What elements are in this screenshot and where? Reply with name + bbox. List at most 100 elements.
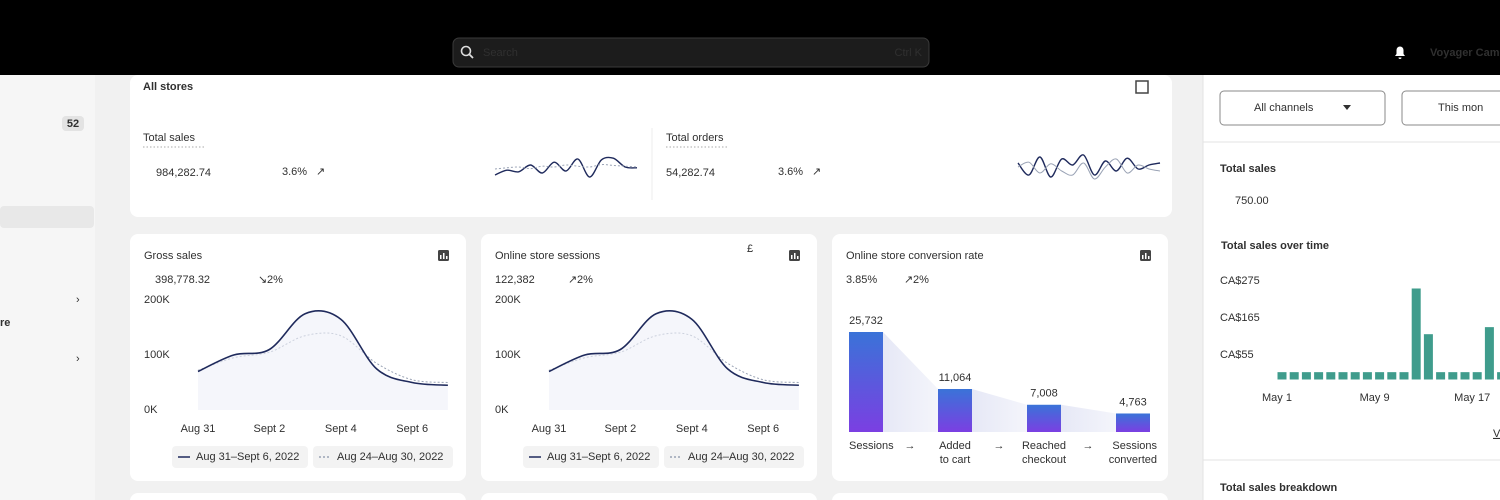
bar [1338, 372, 1348, 380]
y-tick-label: 0K [144, 404, 158, 416]
legend-pill [172, 446, 308, 468]
bar [1375, 372, 1385, 380]
bar [1484, 327, 1494, 380]
funnel-shade [1061, 404, 1116, 432]
bar [1387, 372, 1397, 380]
legend-label: Aug 31–Sept 6, 2022 [196, 451, 299, 463]
chevron: › [76, 353, 80, 365]
funnel-bar [938, 389, 972, 432]
x-tick-label: Sept 6 [747, 423, 779, 435]
bar [1289, 372, 1299, 380]
chart-icon [1148, 256, 1150, 259]
legend-label: Aug 24–Aug 30, 2022 [337, 451, 443, 463]
x-tick-label: Sept 6 [396, 423, 428, 435]
metric-label: Total sales [143, 132, 195, 144]
bar [1301, 372, 1311, 380]
x-tick-label: Aug 31 [532, 423, 567, 435]
chart-icon [446, 256, 448, 259]
bar [1362, 372, 1372, 380]
y-tick-label: 200K [144, 294, 170, 306]
y-tick-label: CA$55 [1220, 349, 1254, 361]
card [832, 493, 1168, 500]
sparkline [1017, 154, 1161, 178]
chart-icon [1145, 253, 1147, 259]
metric-value: 984,282.74 [156, 167, 211, 179]
legend-pill [523, 446, 659, 468]
stage-label: checkout [1022, 454, 1066, 466]
chart-icon [791, 255, 793, 259]
funnel-value: 7,008 [1030, 388, 1058, 400]
card-change: 2% [913, 274, 929, 286]
x-tick-label: Sept 4 [325, 423, 357, 435]
x-tick-label: May 17 [1454, 392, 1490, 404]
chart-title: Total sales over time [1221, 240, 1329, 252]
bar [1423, 334, 1433, 380]
line [197, 310, 448, 387]
stage-label: Added [939, 440, 971, 452]
view-link[interactable]: V [1493, 428, 1500, 440]
sparkline [494, 156, 638, 178]
area-fill [549, 310, 799, 410]
nav-item[interactable]: re [0, 317, 10, 329]
summary-card [130, 75, 1172, 217]
bell-icon[interactable] [1395, 46, 1405, 60]
funnel-shade [972, 389, 1027, 432]
chevron: › [76, 294, 80, 306]
bar [1460, 372, 1470, 380]
y-tick-label: CA$165 [1220, 312, 1260, 324]
chart-icon [794, 253, 796, 259]
x-tick-label: May 1 [1262, 392, 1292, 404]
arrow: → [1083, 440, 1094, 452]
layout-icon[interactable] [1135, 80, 1149, 94]
right-panel [1203, 75, 1500, 500]
chart-icon [440, 255, 442, 259]
search-placeholder: Search [483, 47, 518, 59]
bar [1472, 372, 1482, 380]
stage-label: Sessions [849, 440, 894, 452]
metric-value: 54,282.74 [666, 167, 715, 179]
metric-change: 3.6% [778, 166, 803, 178]
card-change: 2% [267, 274, 283, 286]
filter-button[interactable] [1401, 90, 1500, 126]
metric-label: Total orders [666, 132, 724, 144]
trend-arrow: ↗ [316, 166, 325, 178]
badge [62, 116, 84, 131]
arrow: → [994, 440, 1005, 452]
stage-label: to cart [940, 454, 971, 466]
bar [1448, 372, 1458, 380]
legend-label: Aug 31–Sept 6, 2022 [547, 451, 650, 463]
card-value: 122,382 [495, 274, 535, 286]
funnel-value: 11,064 [939, 372, 972, 384]
sidebar [0, 75, 95, 500]
funnel-value: 25,732 [849, 315, 883, 327]
card-value: 3.85% [846, 274, 877, 286]
funnel-shade [883, 332, 938, 432]
badge-text: 52 [67, 118, 79, 130]
funnel-bar [849, 332, 883, 432]
dropdown-caret [1343, 105, 1351, 110]
legend-label: Aug 24–Aug 30, 2022 [688, 451, 794, 463]
bar [1497, 372, 1500, 380]
filter-button[interactable] [1219, 90, 1386, 126]
trend-arrow: ↗ [904, 274, 913, 286]
user-name[interactable]: Voyager Came [1430, 47, 1500, 59]
card-value: 398,778.32 [155, 274, 210, 286]
card-title: Gross sales [144, 250, 203, 262]
line [548, 310, 799, 387]
sidebar-active[interactable] [0, 206, 94, 228]
currency-symbol: £ [747, 243, 753, 255]
bar [1350, 372, 1360, 380]
search-icon [460, 45, 472, 57]
bar [1326, 372, 1336, 380]
legend-pill [313, 446, 453, 468]
y-tick-label: 100K [144, 349, 170, 361]
arrow: → [905, 440, 916, 452]
bar [1436, 372, 1446, 380]
card-title: Online store sessions [495, 250, 601, 262]
card-title: Online store conversion rate [846, 250, 984, 262]
filter-label: This mon [1438, 102, 1483, 114]
search-box[interactable] [452, 37, 930, 68]
area-fill [198, 310, 448, 410]
